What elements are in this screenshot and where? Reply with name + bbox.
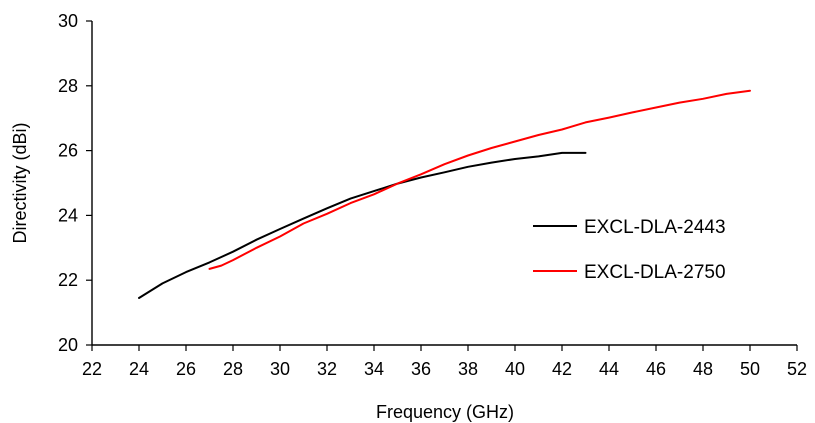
y-tick-label: 24 [58, 205, 78, 225]
series-group [138, 89, 751, 299]
x-tick-label: 36 [411, 359, 431, 379]
y-tick-label: 30 [58, 11, 78, 31]
x-tick-label: 44 [599, 359, 619, 379]
x-tick-label: 48 [693, 359, 713, 379]
x-tick-label: 38 [458, 359, 478, 379]
y-ticks: 20 22 24 26 28 30 [58, 11, 92, 355]
x-tick-label: 30 [270, 359, 290, 379]
x-tick-label: 22 [82, 359, 102, 379]
series-line-excl-dla-2750 [208, 89, 751, 270]
x-tick-label: 28 [223, 359, 243, 379]
x-tick-label: 40 [505, 359, 525, 379]
x-tick-label: 52 [787, 359, 807, 379]
y-tick-label: 20 [58, 335, 78, 355]
x-tick-label: 34 [364, 359, 384, 379]
legend: EXCL-DLA-2443 EXCL-DLA-2750 [533, 217, 726, 283]
x-tick-label: 46 [646, 359, 666, 379]
y-tick-label: 22 [58, 270, 78, 290]
y-tick-label: 28 [58, 76, 78, 96]
y-axis-label: Directivity (dBi) [10, 122, 30, 243]
legend-label-excl-dla-2750: EXCL-DLA-2750 [584, 262, 726, 283]
x-ticks: 22 24 26 28 30 32 34 36 38 40 42 44 46 48 50 52 [82, 345, 807, 379]
legend-label-excl-dla-2443: EXCL-DLA-2443 [584, 217, 726, 238]
axes [91, 21, 797, 346]
y-tick-label: 26 [58, 141, 78, 161]
x-tick-label: 50 [740, 359, 760, 379]
x-tick-label: 32 [317, 359, 337, 379]
x-axis-label: Frequency (GHz) [376, 402, 514, 422]
x-tick-label: 26 [176, 359, 196, 379]
x-tick-label: 42 [552, 359, 572, 379]
series-line-excl-dla-2443 [138, 151, 587, 299]
x-tick-label: 24 [129, 359, 149, 379]
